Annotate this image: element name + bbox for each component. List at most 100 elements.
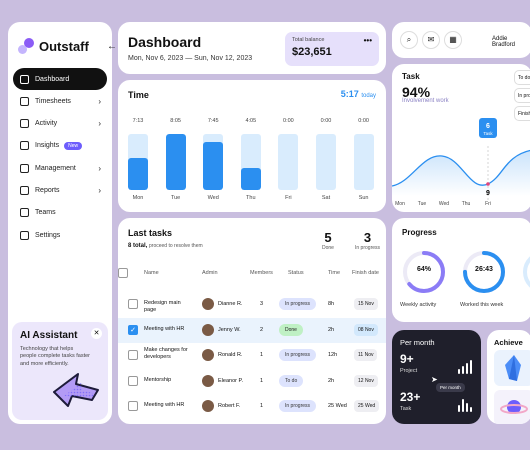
row-checkbox[interactable]: ✓	[128, 324, 138, 335]
finish-date: 12 Nov	[354, 374, 378, 387]
achievement-badge[interactable]	[494, 350, 530, 386]
task-line	[392, 149, 530, 187]
search-icon[interactable]: ⌕	[400, 31, 418, 49]
filter-finished[interactable]: Finish	[514, 106, 530, 121]
achievement-badge[interactable]	[494, 390, 530, 424]
x-tick-label: Tue	[418, 201, 427, 207]
ring-chart	[523, 256, 530, 288]
progress-title: Progress	[402, 228, 437, 237]
column-header[interactable]: Time	[328, 270, 341, 276]
time-bar-fill	[165, 134, 186, 190]
table-header: Name Admin Members Status Time Finish da…	[118, 268, 386, 282]
collapse-arrow-icon[interactable]: ←	[107, 41, 117, 52]
time-bar-day: Mon	[132, 195, 144, 201]
time-bar-value: 4:05	[245, 118, 257, 124]
sidebar-item-label: Insights	[35, 142, 60, 150]
time-bar-day: Fri	[285, 195, 292, 201]
avatar	[202, 400, 214, 412]
sidebar-item-settings[interactable]: Settings	[13, 224, 107, 246]
top-bar: ⌕ ✉ ▦ Addie Bradford	[392, 22, 530, 58]
task-time: 25 Wed	[328, 403, 347, 409]
column-header[interactable]: Name	[144, 270, 159, 276]
sidebar-item-label: Management	[35, 164, 76, 172]
time-card: Time 5:17 today 7:13 Mon 8:05 Tue 7:45 Wed 4:0…	[118, 80, 386, 212]
time-bar-track	[240, 134, 261, 190]
row-checkbox[interactable]	[128, 350, 138, 360]
page-title: Dashboard	[128, 34, 202, 50]
select-all-checkbox[interactable]	[118, 268, 128, 278]
sidebar-item-label: Reports	[35, 186, 60, 194]
sidebar-item-label: Dashboard	[35, 75, 70, 83]
x-tick-label: Thu	[462, 201, 471, 207]
close-icon[interactable]: ✕	[91, 328, 102, 339]
avatar	[202, 323, 214, 336]
column-header[interactable]: Admin	[202, 270, 218, 276]
in-progress-count: 3	[363, 230, 372, 245]
column-header[interactable]: Finish date	[352, 270, 379, 276]
ai-assistant-card[interactable]: AI Assistant Technology that helps peopl…	[12, 322, 108, 420]
per-month-tooltip: Per month	[436, 383, 465, 392]
table-row[interactable]: Make changes for developers Ronald R. 1 In …	[118, 343, 386, 368]
progress-ring[interactable]: 26:43	[462, 250, 506, 294]
more-icon[interactable]: •••	[363, 36, 372, 45]
cursor-icon: ➤	[431, 375, 438, 384]
sidebar-item-dashboard[interactable]: Dashboard	[13, 68, 107, 90]
avatar	[202, 298, 214, 310]
sidebar-item-management[interactable]: Management ›	[13, 157, 107, 179]
sidebar-item-teams[interactable]: Teams	[13, 202, 107, 224]
done-count: 5	[324, 230, 332, 245]
sidebar-nav: Dashboard Timesheets › Activity › Insights New…	[13, 68, 107, 246]
filter-in-progress[interactable]: In pro	[514, 88, 530, 103]
column-header[interactable]: Members	[250, 270, 273, 276]
progress-ring[interactable]: 64%	[402, 250, 446, 294]
total-balance-card[interactable]: Total balance $23,651 •••	[285, 32, 379, 66]
row-checkbox[interactable]	[128, 401, 138, 411]
task-tooltip	[479, 118, 497, 138]
x-tick-label: Wed	[439, 201, 449, 207]
planet-icon	[500, 400, 528, 414]
sidebar-item-timesheets[interactable]: Timesheets ›	[13, 90, 107, 112]
done-label: Done	[322, 245, 334, 251]
task-card: Task 94% Involvement work To do In pro F…	[392, 64, 530, 212]
layout-icon[interactable]: ▦	[444, 31, 462, 49]
finish-date: 11 Nov	[354, 349, 378, 361]
row-checkbox[interactable]	[128, 375, 138, 386]
task-tooltip-value: 6	[486, 123, 490, 130]
task-line-chart: 6 Task 9 Mon Tue Wed Thu Fri	[392, 118, 530, 207]
per-month-title: Per month	[400, 338, 435, 347]
logo-icon	[18, 38, 34, 54]
in-progress-label: In progress	[355, 245, 381, 251]
sidebar-item-activity[interactable]: Activity ›	[13, 113, 107, 135]
mail-icon[interactable]: ✉	[422, 31, 440, 49]
ring-value: 64%	[416, 266, 431, 273]
x-tick-label: Mon	[395, 201, 405, 207]
clock-icon	[20, 96, 29, 106]
chevron-right-icon: ›	[98, 163, 101, 173]
ai-assistant-title: AI Assistant	[20, 330, 78, 341]
status-badge: In progress	[279, 298, 317, 310]
table-row[interactable]: Mentorship Eleanor P. 1 To do 2h 12 Nov	[118, 369, 386, 394]
progress-ring[interactable]	[522, 250, 530, 294]
sidebar-item-reports[interactable]: Reports ›	[13, 179, 107, 201]
task-point-value: 9	[486, 190, 490, 197]
time-bar-day: Wed	[207, 195, 219, 201]
balance-label: Total balance	[292, 37, 325, 43]
sidebar-item-insights[interactable]: Insights New	[13, 135, 107, 157]
row-checkbox[interactable]	[128, 299, 138, 309]
task-admin: Eleanor P.	[218, 377, 243, 384]
time-bar-track	[165, 134, 186, 190]
crystal-icon	[505, 355, 521, 381]
sidebar-item-label: Teams	[35, 209, 56, 217]
task-subtitle: Involvement work	[402, 98, 449, 104]
project-count: 9+	[400, 352, 414, 366]
column-header[interactable]: Status	[288, 270, 304, 276]
user-name[interactable]: Addie Bradford	[492, 36, 516, 48]
app-name: Outstaff	[39, 38, 89, 54]
in-progress-stat: 3 In progress	[355, 230, 380, 251]
table-row[interactable]: Meeting with HR Robert F. 1 In progress 25 W…	[118, 394, 386, 419]
date-range[interactable]: Mon, Nov 6, 2023 — Sun, Nov 12, 2023	[128, 55, 253, 62]
filter-todo[interactable]: To do	[514, 70, 530, 85]
table-row[interactable]: Redesign main page Dianne R. 3 In progress 8…	[118, 292, 386, 317]
table-row[interactable]: ✓ Meeting with HR Jenny W. 2 Done 2h 08 Nov	[118, 317, 386, 343]
finish-date: 15 Nov	[354, 298, 378, 310]
